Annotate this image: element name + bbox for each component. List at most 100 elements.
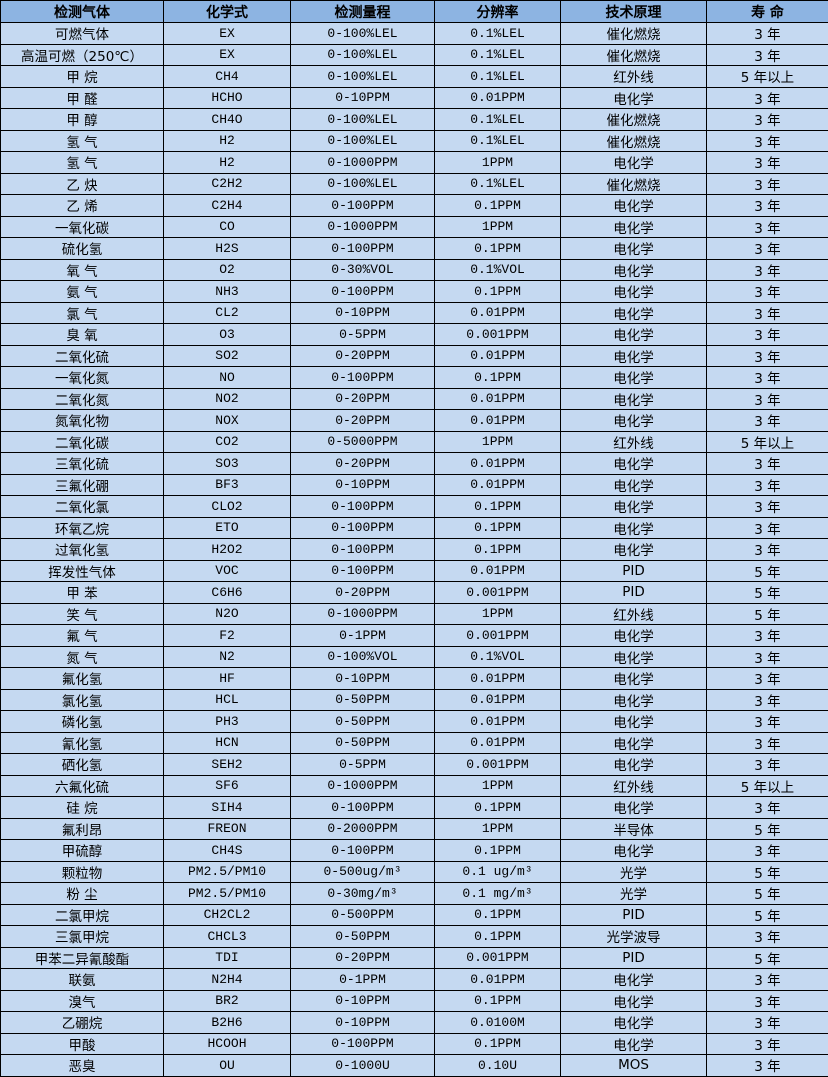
resolution-cell: 0.01PPM xyxy=(435,668,561,690)
resolution-cell: 0.1PPM xyxy=(435,840,561,862)
gas-cell: 可燃气体 xyxy=(1,23,164,45)
resolution-cell: 0.1%LEL xyxy=(435,23,561,45)
range-cell: 0-10PPM xyxy=(291,1012,435,1034)
gas-cell: 氢 气 xyxy=(1,130,164,152)
range-cell: 0-10PPM xyxy=(291,302,435,324)
lifespan-cell: 3 年 xyxy=(707,367,828,389)
lifespan-cell: 3 年 xyxy=(707,1055,828,1077)
formula-cell: EX xyxy=(164,44,291,66)
range-cell: 0-1000PPM xyxy=(291,216,435,238)
formula-cell: VOC xyxy=(164,560,291,582)
principle-cell: 催化燃烧 xyxy=(561,109,707,131)
gas-cell: 笑 气 xyxy=(1,603,164,625)
range-cell: 0-100PPM xyxy=(291,560,435,582)
gas-cell: 二氧化氮 xyxy=(1,388,164,410)
principle-cell: 电化学 xyxy=(561,496,707,518)
principle-cell: 电化学 xyxy=(561,152,707,174)
formula-cell: C2H4 xyxy=(164,195,291,217)
lifespan-cell: 3 年 xyxy=(707,517,828,539)
resolution-cell: 0.01PPM xyxy=(435,474,561,496)
resolution-cell: 1PPM xyxy=(435,818,561,840)
range-cell: 0-1PPM xyxy=(291,969,435,991)
formula-cell: HCN xyxy=(164,732,291,754)
formula-cell: C6H6 xyxy=(164,582,291,604)
formula-cell: CO2 xyxy=(164,431,291,453)
lifespan-cell: 3 年 xyxy=(707,969,828,991)
gas-cell: 二氧化氯 xyxy=(1,496,164,518)
range-cell: 0-30%VOL xyxy=(291,259,435,281)
formula-cell: FREON xyxy=(164,818,291,840)
resolution-cell: 0.1PPM xyxy=(435,797,561,819)
lifespan-cell: 3 年 xyxy=(707,324,828,346)
range-cell: 0-100%LEL xyxy=(291,173,435,195)
range-cell: 0-20PPM xyxy=(291,582,435,604)
lifespan-cell: 3 年 xyxy=(707,926,828,948)
principle-cell: 电化学 xyxy=(561,367,707,389)
lifespan-cell: 5 年 xyxy=(707,947,828,969)
range-cell: 0-50PPM xyxy=(291,711,435,733)
range-cell: 0-100%VOL xyxy=(291,646,435,668)
lifespan-cell: 3 年 xyxy=(707,797,828,819)
formula-cell: BR2 xyxy=(164,990,291,1012)
lifespan-cell: 3 年 xyxy=(707,625,828,647)
principle-cell: 催化燃烧 xyxy=(561,23,707,45)
principle-cell: 电化学 xyxy=(561,259,707,281)
formula-cell: CO xyxy=(164,216,291,238)
formula-cell: BF3 xyxy=(164,474,291,496)
header-formula: 化学式 xyxy=(164,1,291,23)
resolution-cell: 0.001PPM xyxy=(435,947,561,969)
gas-cell: 甲硫醇 xyxy=(1,840,164,862)
header-gas: 检测气体 xyxy=(1,1,164,23)
lifespan-cell: 3 年 xyxy=(707,453,828,475)
principle-cell: 电化学 xyxy=(561,840,707,862)
principle-cell: 电化学 xyxy=(561,345,707,367)
lifespan-cell: 5 年 xyxy=(707,560,828,582)
lifespan-cell: 3 年 xyxy=(707,44,828,66)
formula-cell: H2S xyxy=(164,238,291,260)
principle-cell: 红外线 xyxy=(561,775,707,797)
lifespan-cell: 5 年 xyxy=(707,883,828,905)
range-cell: 0-20PPM xyxy=(291,388,435,410)
principle-cell: 电化学 xyxy=(561,689,707,711)
range-cell: 0-100PPM xyxy=(291,281,435,303)
principle-cell: 电化学 xyxy=(561,517,707,539)
principle-cell: 催化燃烧 xyxy=(561,44,707,66)
formula-cell: PM2.5/PM10 xyxy=(164,883,291,905)
principle-cell: PID xyxy=(561,947,707,969)
principle-cell: 红外线 xyxy=(561,66,707,88)
range-cell: 0-100PPM xyxy=(291,517,435,539)
gas-cell: 氮 气 xyxy=(1,646,164,668)
principle-cell: 电化学 xyxy=(561,797,707,819)
formula-cell: ETO xyxy=(164,517,291,539)
resolution-cell: 0.001PPM xyxy=(435,754,561,776)
formula-cell: O3 xyxy=(164,324,291,346)
lifespan-cell: 3 年 xyxy=(707,87,828,109)
range-cell: 0-30mg/m³ xyxy=(291,883,435,905)
lifespan-cell: 5 年 xyxy=(707,818,828,840)
resolution-cell: 0.01PPM xyxy=(435,345,561,367)
gas-cell: 三氧化硫 xyxy=(1,453,164,475)
formula-cell: CLO2 xyxy=(164,496,291,518)
gas-cell: 二氧化碳 xyxy=(1,431,164,453)
resolution-cell: 0.01PPM xyxy=(435,388,561,410)
resolution-cell: 0.1PPM xyxy=(435,904,561,926)
gas-cell: 甲 苯 xyxy=(1,582,164,604)
resolution-cell: 0.01PPM xyxy=(435,711,561,733)
principle-cell: 电化学 xyxy=(561,969,707,991)
lifespan-cell: 3 年 xyxy=(707,474,828,496)
range-cell: 0-20PPM xyxy=(291,345,435,367)
